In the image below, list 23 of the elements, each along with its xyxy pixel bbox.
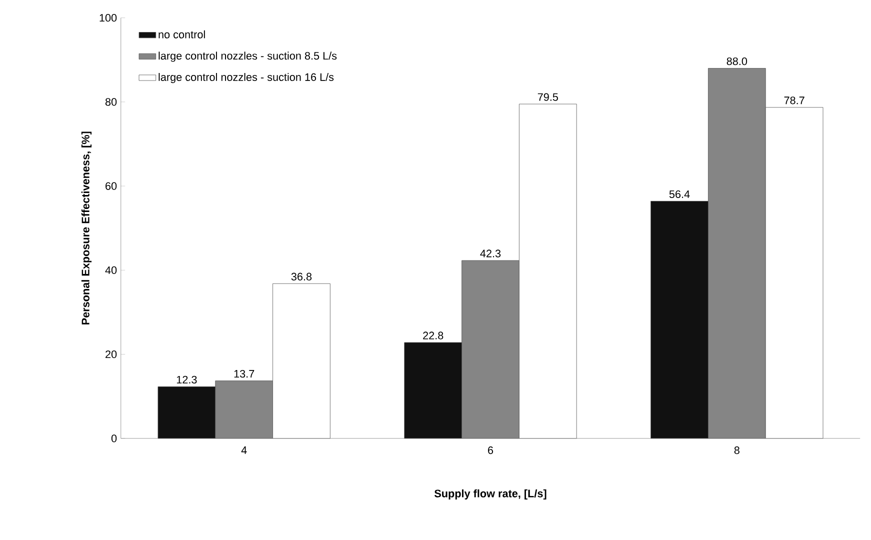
y-axis-title: Personal Exposure Effectiveness, [%]: [81, 132, 92, 324]
data-label: 22.8: [423, 332, 444, 340]
y-tick-label: 0: [111, 434, 117, 442]
data-label: 56.4: [669, 190, 690, 198]
y-tick-label: 80: [105, 98, 117, 106]
data-label: 12.3: [176, 376, 197, 384]
data-label: 88.0: [726, 57, 748, 65]
y-tick-label: 100: [100, 14, 117, 22]
y-tick-label: 20: [106, 350, 117, 358]
x-tick-label: 8: [734, 446, 740, 454]
x-tick-label: 6: [488, 446, 494, 454]
data-label: 36.8: [291, 272, 312, 280]
legend-label: large control nozzles - suction 8.5 L/s: [158, 52, 337, 62]
data-label: 13.7: [234, 370, 254, 378]
x-tick-label: 4: [241, 446, 247, 454]
legend-label: large control nozzles - suction 16 L/s: [158, 72, 334, 83]
data-label: 78.7: [784, 96, 804, 104]
x-axis-title: Supply flow rate, [L/s]: [434, 489, 546, 500]
y-tick-label: 60: [106, 182, 117, 190]
y-tick-label: 40: [105, 266, 117, 274]
legend-label: no control: [158, 30, 205, 38]
data-label: 79.5: [538, 93, 558, 101]
data-label: 42.3: [480, 250, 501, 258]
